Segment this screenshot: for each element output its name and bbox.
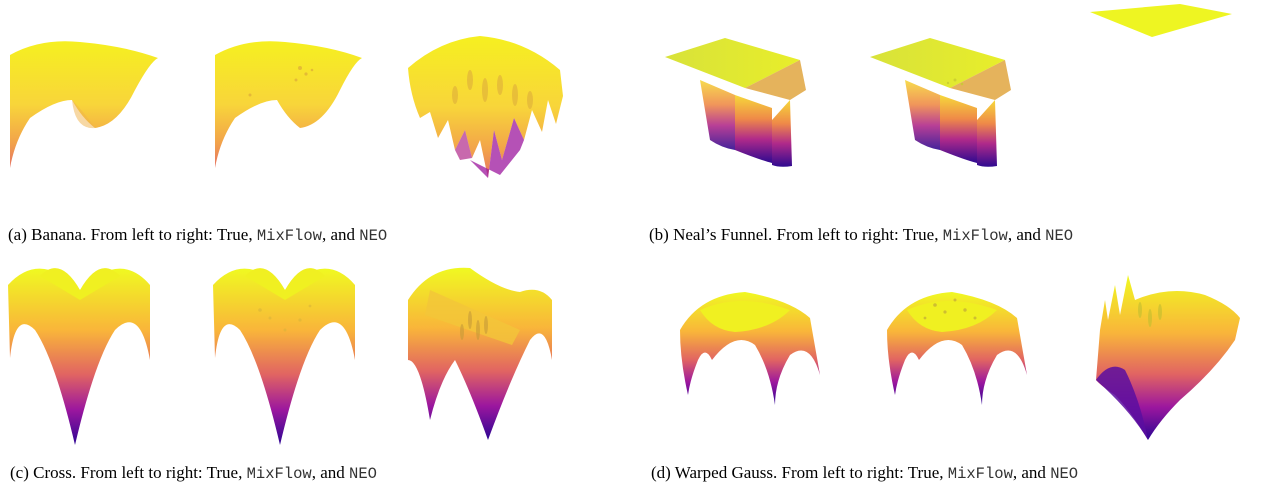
caption-d-method-1: MixFlow (947, 465, 1013, 483)
caption-d-name: Warped Gauss. (674, 463, 778, 482)
caption-d-method-2: NEO (1050, 465, 1079, 483)
caption-c-name: Cross. (33, 463, 77, 482)
caption-b-method-2: NEO (1045, 227, 1074, 245)
caption-c-conjunction: , and (311, 463, 345, 482)
cross-mixflow-surface (213, 268, 355, 445)
caption-a-label: (a) (8, 225, 27, 244)
caption-a: (a) Banana. From left to right: True, Mi… (8, 225, 387, 246)
caption-b-name: Neal’s Funnel. (673, 225, 773, 244)
cross-true-surface (8, 268, 150, 445)
banana-neo-surface (408, 36, 563, 178)
caption-a-method-2: NEO (359, 227, 388, 245)
cross-neo-surface (408, 267, 552, 440)
caption-c-method-1: MixFlow (246, 465, 312, 483)
caption-a-name: Banana. (31, 225, 87, 244)
caption-b-conjunction: , and (1007, 225, 1041, 244)
caption-d: (d) Warped Gauss. From left to right: Tr… (651, 463, 1078, 484)
caption-a-order: From left to right: True, (90, 225, 253, 244)
funnel-mixflow-surface (870, 38, 1011, 167)
caption-b-order: From left to right: True, (776, 225, 939, 244)
funnel-true-surface (665, 38, 806, 167)
caption-b-method-1: MixFlow (942, 227, 1008, 245)
caption-a-conjunction: , and (321, 225, 356, 244)
warped-mixflow-surface (887, 292, 1027, 405)
caption-c-order: From left to right: True, (80, 463, 243, 482)
caption-c-method-2: NEO (349, 465, 377, 483)
caption-c-label: (c) (10, 463, 29, 482)
banana-true-surface (10, 41, 158, 168)
warped-true-surface (680, 292, 820, 405)
caption-d-label: (d) (651, 463, 671, 482)
caption-d-conjunction: , and (1012, 463, 1046, 482)
warped-neo-surface (1096, 275, 1240, 440)
caption-c: (c) Cross. From left to right: True, Mix… (10, 463, 377, 484)
caption-b-label: (b) (649, 225, 669, 244)
funnel-neo-surface (1090, 4, 1232, 37)
caption-a-method-1: MixFlow (256, 227, 322, 245)
caption-d-order: From left to right: True, (781, 463, 944, 482)
caption-b: (b) Neal’s Funnel. From left to right: T… (649, 225, 1073, 246)
banana-mixflow-surface (215, 41, 362, 168)
